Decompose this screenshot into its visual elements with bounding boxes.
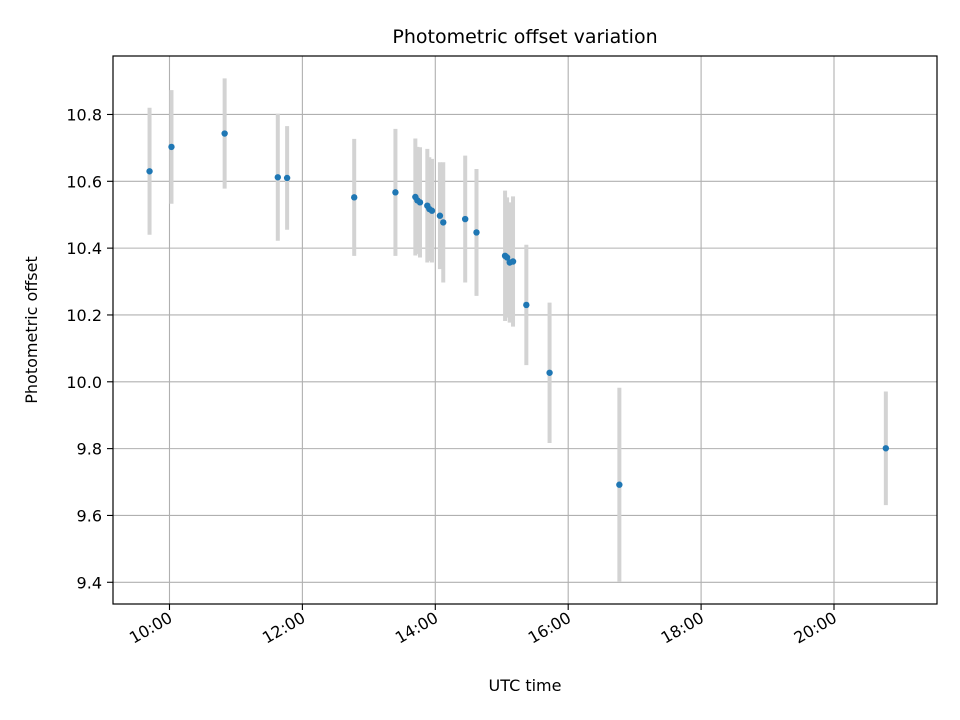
data-point (221, 130, 228, 137)
data-point (882, 445, 890, 452)
y-tick-label: 10.2 (66, 306, 102, 325)
data-point (168, 143, 175, 151)
y-tick-label: 9.8 (77, 440, 102, 459)
plot-frame (112, 55, 938, 605)
data-point (440, 219, 447, 226)
data-point (428, 207, 436, 214)
data-point (523, 301, 530, 309)
data-point (392, 189, 399, 196)
y-tick-label: 10.8 (66, 105, 102, 124)
chart-title: Photometric offset variation (392, 26, 657, 48)
data-point (436, 212, 444, 219)
data-point (416, 199, 424, 206)
data-point (351, 194, 358, 201)
x-axis-label: UTC time (489, 676, 562, 695)
grid (113, 56, 937, 604)
data-point (616, 481, 623, 488)
data-point (274, 174, 281, 181)
data-point (283, 174, 291, 182)
data-points (146, 130, 890, 488)
y-tick-label: 9.6 (77, 506, 102, 525)
data-point (473, 229, 480, 236)
data-point (509, 258, 517, 265)
data-point (546, 369, 553, 376)
y-tick-label: 10.4 (66, 239, 102, 258)
y-axis-label: Photometric offset (22, 256, 41, 404)
y-axis-ticks: 9.4 9.6 9.8 10.0 10.2 10.4 10.6 10.8 (66, 105, 113, 592)
data-point (503, 254, 511, 261)
data-point (146, 168, 153, 175)
y-tick-label: 9.4 (77, 573, 102, 592)
y-tick-label: 10.0 (66, 373, 102, 392)
data-point (461, 215, 469, 223)
y-tick-label: 10.6 (66, 172, 102, 191)
